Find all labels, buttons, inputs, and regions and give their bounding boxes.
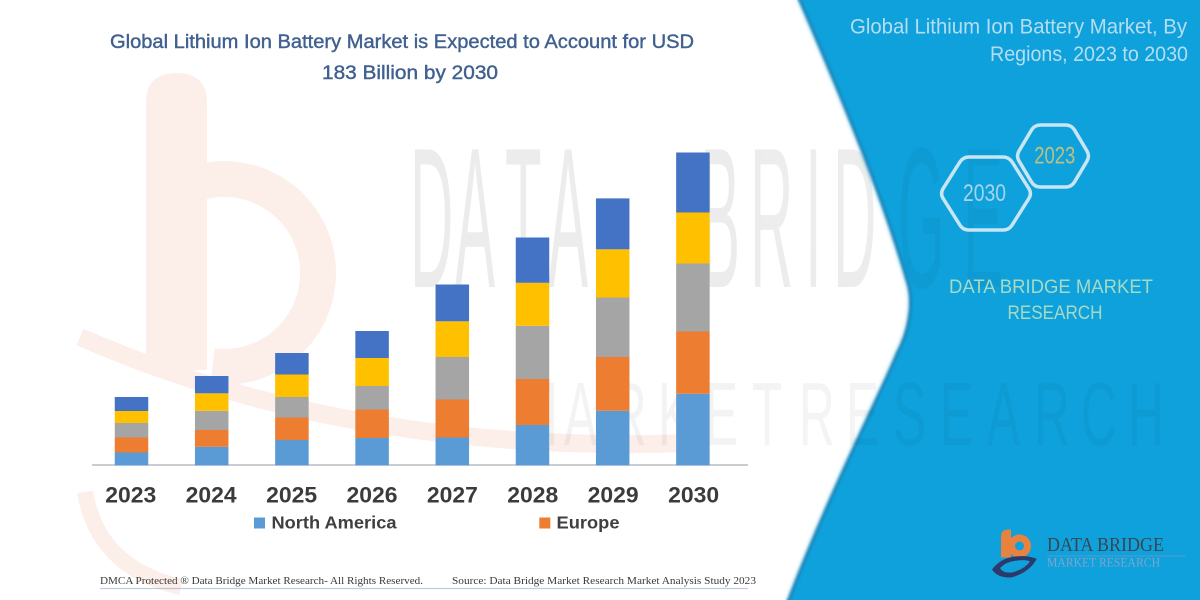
svg-text:2025: 2025 bbox=[266, 482, 317, 507]
svg-text:183 Billion by 2030: 183 Billion by 2030 bbox=[322, 63, 498, 84]
svg-text:2023: 2023 bbox=[105, 482, 156, 507]
svg-text:2028: 2028 bbox=[507, 482, 558, 507]
svg-text:2027: 2027 bbox=[427, 482, 478, 507]
svg-text:2023: 2023 bbox=[1034, 143, 1075, 170]
svg-text:DATA BRIDGE MARKET: DATA BRIDGE MARKET bbox=[949, 277, 1153, 298]
svg-text:DATA BRIDGE: DATA BRIDGE bbox=[1047, 534, 1164, 556]
svg-text:Regions, 2023 to 2030: Regions, 2023 to 2030 bbox=[990, 43, 1188, 66]
svg-text:North America: North America bbox=[272, 512, 397, 532]
svg-text:DMCA Protected ® Data Bridge M: DMCA Protected ® Data Bridge Market Rese… bbox=[100, 575, 423, 587]
svg-text:2029: 2029 bbox=[588, 482, 639, 507]
svg-text:2024: 2024 bbox=[186, 482, 237, 507]
svg-text:Europe: Europe bbox=[557, 512, 620, 532]
svg-text:2026: 2026 bbox=[347, 482, 398, 507]
svg-text:2030: 2030 bbox=[668, 482, 719, 507]
svg-text:Global Lithium Ion Battery Mar: Global Lithium Ion Battery Market is Exp… bbox=[110, 32, 694, 53]
svg-text:MARKET RESEARCH: MARKET RESEARCH bbox=[1047, 556, 1160, 570]
svg-text:Source: Data Bridge Market Res: Source: Data Bridge Market Research Mark… bbox=[452, 575, 757, 587]
svg-text:RESEARCH: RESEARCH bbox=[1008, 303, 1103, 324]
svg-text:Global Lithium Ion Battery Mar: Global Lithium Ion Battery Market, By bbox=[850, 16, 1187, 39]
svg-text:2030: 2030 bbox=[963, 180, 1006, 207]
